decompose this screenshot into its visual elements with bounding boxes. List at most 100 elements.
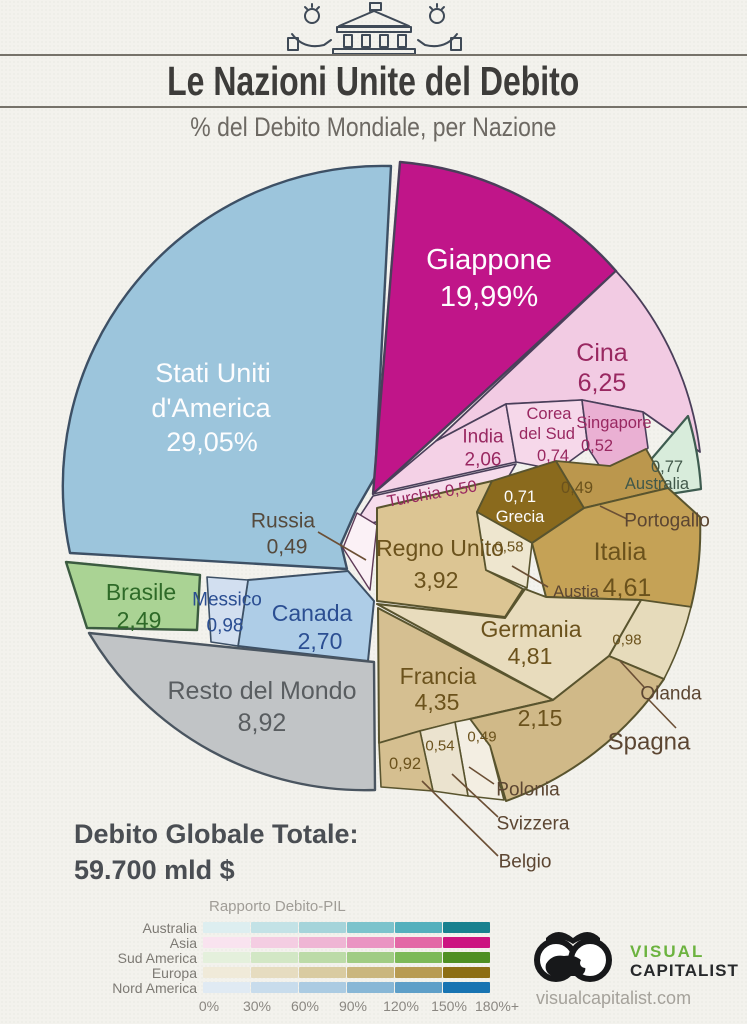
label-portogallo: Portogallo	[624, 511, 710, 532]
label-austria-value: 0,58	[494, 539, 523, 556]
label-svizzera-value: 0,49	[467, 729, 496, 746]
visual-capitalist-logo-icon	[534, 932, 612, 982]
global-debt-total: Debito Globale Totale: 59.700 mld $	[74, 816, 359, 888]
legend-swatch	[347, 982, 394, 993]
legend-swatch	[347, 922, 394, 933]
slice-stati-uniti	[61, 164, 393, 571]
legend-swatch	[299, 952, 346, 963]
label-polonia: Polonia	[496, 780, 560, 801]
leader-portogallo	[599, 505, 628, 520]
label-francia-value: 4,35	[415, 689, 460, 715]
page-subtitle: % del Debito Mondiale, per Nazione	[190, 112, 557, 142]
label-cina-value: 6,25	[578, 369, 627, 397]
legend-swatch	[299, 922, 346, 933]
slice-giappone	[371, 160, 618, 496]
slice-corea-del-sud	[505, 399, 589, 471]
slice-russia	[342, 512, 378, 591]
legend-row-label: Nord America	[112, 979, 197, 996]
label-grecia-value: 0,71	[504, 488, 536, 506]
label-corea-line2: del Sud	[519, 425, 575, 443]
legend-row-label: Europa	[151, 964, 197, 981]
brand-visual: VISUAL	[630, 942, 705, 961]
legend-swatch	[395, 922, 442, 933]
legend-tick: 60%	[290, 998, 320, 1014]
label-messico: Messico	[192, 590, 262, 611]
legend-swatch	[299, 967, 346, 978]
legend-swatch	[443, 982, 490, 993]
legend-swatch	[443, 952, 490, 963]
legend-tick: 150%	[431, 998, 467, 1014]
brand-url: visualcapitalist.com	[536, 988, 692, 1008]
legend-swatch	[203, 937, 250, 948]
slice-portogallo	[555, 448, 669, 509]
slice-resto-del-mondo	[87, 631, 377, 792]
label-resto: Resto del Mondo	[167, 677, 356, 705]
legend-swatch	[395, 937, 442, 948]
legend-swatch	[395, 982, 442, 993]
label-australia: Australia	[625, 475, 690, 493]
label-usa-line1: Stati Uniti	[155, 358, 271, 388]
legend-swatch	[443, 937, 490, 948]
leader-spagna	[648, 699, 677, 729]
legend-swatch	[251, 937, 298, 948]
label-olanda-value: 0,98	[612, 632, 641, 649]
label-russia: Russia	[251, 510, 316, 533]
legend-tick: 30%	[242, 998, 272, 1014]
label-canada-value: 2,70	[298, 628, 343, 654]
page-title: Le Nazioni Unite del Debito	[167, 58, 580, 104]
label-grecia: Grecia	[496, 508, 545, 526]
legend-row-australia: Australia	[58, 920, 491, 936]
label-germania: Germania	[481, 616, 582, 642]
legend-swatch	[251, 982, 298, 993]
label-resto-value: 8,92	[238, 709, 287, 737]
legend-swatch	[203, 967, 250, 978]
label-australia-value: 0,77	[651, 458, 683, 476]
label-spagna: Spagna	[608, 729, 691, 756]
legend-swatch	[251, 967, 298, 978]
leader-olanda	[619, 660, 645, 688]
legend-swatch	[395, 952, 442, 963]
leader-lines	[317, 505, 677, 857]
leader-polonia	[468, 766, 495, 785]
label-giappone: Giappone	[426, 244, 552, 276]
slice-labels: Stati Uniti d'America 29,05% Giappone 19…	[106, 244, 710, 873]
global-debt-total-label: Debito Globale Totale:	[74, 819, 359, 849]
label-regno-unito: Regno Unito	[376, 535, 504, 561]
label-italia-value: 4,61	[603, 574, 652, 602]
slice-brasile	[64, 560, 202, 632]
legend-row-nord-america: Nord America	[58, 979, 491, 996]
label-austria: Austia	[553, 583, 600, 601]
legend-swatch	[203, 922, 250, 933]
label-regno-unito-value: 3,92	[414, 567, 459, 593]
label-brasile: Brasile	[106, 579, 176, 605]
label-olanda: Olanda	[640, 684, 702, 705]
leader-belgio	[421, 780, 499, 857]
legend-rows: Australia Asia Sud America Europa Nord Ameri…	[58, 920, 491, 996]
legend-swatch	[395, 967, 442, 978]
legend-tick: 180%+	[475, 998, 519, 1014]
legend-swatch	[299, 982, 346, 993]
legend-tick: 0%	[198, 998, 220, 1014]
label-italia: Italia	[594, 538, 647, 566]
legend-tick: 120%	[383, 998, 419, 1014]
label-corea-value: 0,74	[537, 447, 569, 465]
label-spagna-value: 2,15	[518, 705, 563, 731]
label-cina: Cina	[576, 339, 628, 367]
legend-swatch	[299, 937, 346, 948]
legend-swatch	[443, 922, 490, 933]
label-russia-value: 0,49	[267, 536, 308, 559]
label-usa-line2: d'America	[151, 393, 271, 423]
legend-swatch	[203, 982, 250, 993]
legend-swatch	[347, 967, 394, 978]
legend-row-label: Sud America	[117, 949, 197, 966]
label-india-value: 2,06	[465, 450, 502, 471]
legend-swatch	[203, 952, 250, 963]
slice-messico	[206, 576, 249, 647]
legend-row-europa: Europa	[58, 964, 491, 981]
legend-swatch	[347, 937, 394, 948]
brand-capitalist: CAPITALIST	[630, 961, 739, 980]
label-polonia-value: 0,54	[425, 738, 454, 755]
legend-row-label: Asia	[169, 934, 197, 951]
